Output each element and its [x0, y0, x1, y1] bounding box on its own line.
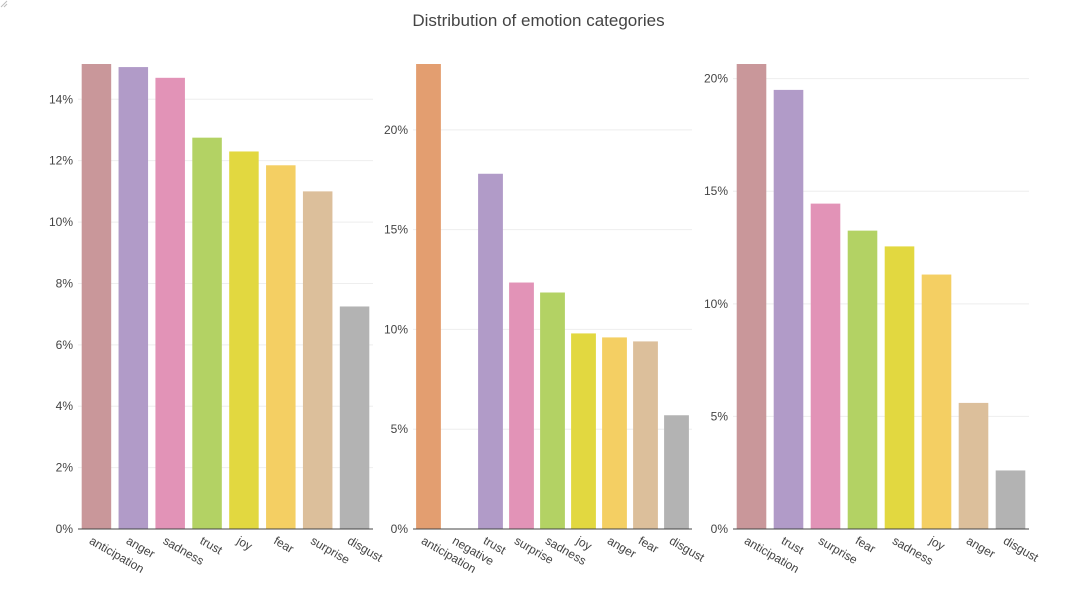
x-tick-label: disgust — [667, 533, 708, 564]
y-tick-label: 10% — [49, 215, 73, 229]
y-tick-label: 6% — [56, 338, 74, 352]
bar-disgust[interactable] — [339, 306, 370, 529]
bar-surprise[interactable] — [810, 203, 841, 529]
bar-trust[interactable] — [478, 173, 503, 529]
bar-trust[interactable] — [192, 137, 222, 529]
y-tick-label: 20% — [704, 72, 728, 86]
bar-anticipation[interactable] — [416, 64, 441, 529]
bar-disgust[interactable] — [995, 470, 1026, 529]
bar-joy[interactable] — [571, 333, 596, 529]
bar-fear[interactable] — [266, 165, 296, 530]
y-tick-label: 4% — [56, 399, 74, 413]
x-tick-label: joy — [234, 533, 255, 553]
y-tick-label: 5% — [391, 422, 409, 436]
bar-anticipation[interactable] — [736, 64, 767, 529]
x-tick-label: disgust — [1001, 533, 1042, 564]
bar-anger[interactable] — [958, 402, 989, 529]
y-tick-label: 10% — [704, 297, 728, 311]
y-tick-label: 12% — [49, 154, 73, 168]
x-tick-label: surprise — [308, 533, 352, 567]
bar-fear[interactable] — [633, 341, 658, 529]
bar-trust[interactable] — [773, 89, 804, 530]
bar-surprise[interactable] — [302, 191, 333, 530]
bar-sadness[interactable] — [155, 77, 185, 529]
chart-title: Distribution of emotion categories — [412, 11, 665, 30]
x-tick-label: fear — [271, 533, 296, 555]
x-tick-label: disgust — [345, 533, 386, 564]
resize-handle-icon[interactable] — [0, 0, 8, 8]
y-tick-label: 20% — [384, 123, 408, 137]
x-tick-label: anger — [964, 533, 998, 560]
bar-surprise[interactable] — [509, 282, 534, 529]
y-tick-label: 15% — [704, 184, 728, 198]
y-tick-label: 8% — [56, 276, 74, 290]
y-tick-label: 0% — [711, 522, 729, 536]
x-tick-label: sadness — [890, 533, 936, 567]
y-tick-label: 0% — [56, 522, 74, 536]
x-tick-label: surprise — [816, 533, 860, 567]
bar-joy[interactable] — [229, 151, 259, 529]
y-tick-label: 2% — [56, 461, 74, 475]
bar-fear[interactable] — [847, 230, 878, 529]
y-tick-label: 10% — [384, 322, 408, 336]
bar-anger[interactable] — [118, 67, 149, 529]
bar-disgust[interactable] — [664, 415, 689, 529]
bar-joy[interactable] — [921, 274, 952, 529]
y-tick-label: 0% — [391, 522, 409, 536]
bar-anticipation[interactable] — [81, 64, 112, 529]
x-tick-label: fear — [636, 533, 661, 555]
y-tick-label: 14% — [49, 92, 73, 106]
y-tick-label: 15% — [384, 223, 408, 237]
x-tick-label: sadness — [161, 533, 207, 567]
bar-anger[interactable] — [602, 337, 627, 529]
bar-sadness[interactable] — [884, 246, 915, 529]
x-tick-label: anger — [605, 533, 639, 560]
x-tick-label: joy — [926, 533, 947, 553]
y-tick-label: 5% — [711, 409, 729, 423]
bar-sadness[interactable] — [540, 292, 565, 529]
